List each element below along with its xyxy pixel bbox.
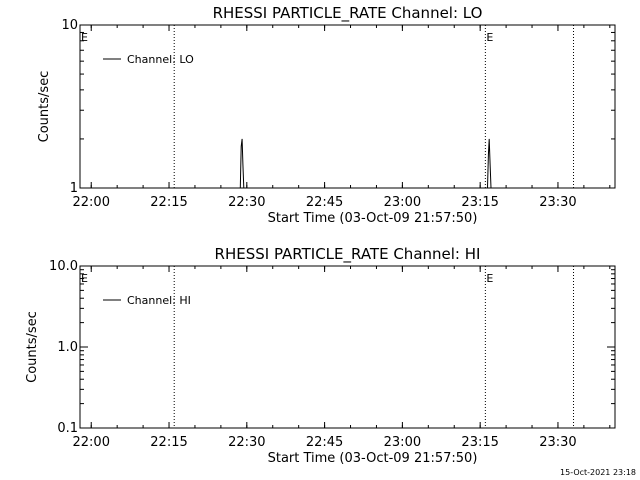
x-tick-label: 22:15 bbox=[150, 195, 187, 210]
x-tick-label: 23:00 bbox=[384, 195, 421, 210]
chart-title: RHESSI PARTICLE_RATE Channel: HI bbox=[215, 245, 481, 264]
event-marker-label: E bbox=[486, 272, 493, 285]
event-marker-label: E bbox=[81, 272, 88, 285]
x-axis-label: Start Time (03-Oct-09 21:57:50) bbox=[268, 451, 478, 466]
y-tick-label: 1.0 bbox=[57, 340, 78, 355]
y-axis-label: Counts/sec bbox=[25, 311, 40, 383]
legend-entry-lo: Channel: LO bbox=[127, 53, 194, 66]
x-tick-label: 22:45 bbox=[306, 435, 343, 450]
x-tick-label: 23:30 bbox=[539, 435, 576, 450]
x-tick-label: 23:30 bbox=[539, 195, 576, 210]
y-tick-label: 1 bbox=[70, 181, 78, 196]
event-marker-label: E bbox=[486, 31, 493, 44]
plot-frame bbox=[79, 265, 616, 429]
generation-timestamp: 15-Oct-2021 23:18 bbox=[560, 468, 636, 477]
x-axis-label: Start Time (03-Oct-09 21:57:50) bbox=[268, 211, 478, 226]
y-tick-label: 0.1 bbox=[57, 421, 78, 436]
y-axis-label: Counts/sec bbox=[37, 71, 52, 143]
chart-title: RHESSI PARTICLE_RATE Channel: LO bbox=[213, 4, 483, 23]
x-tick-label: 22:45 bbox=[306, 195, 343, 210]
x-tick-label: 22:00 bbox=[73, 195, 110, 210]
x-tick-label: 22:00 bbox=[73, 435, 110, 450]
x-tick-label: 22:30 bbox=[228, 195, 265, 210]
plot-frame bbox=[79, 24, 616, 189]
event-marker-label: E bbox=[81, 31, 88, 44]
y-tick-label: 10.0 bbox=[49, 259, 78, 274]
y-tick-label: 10 bbox=[61, 18, 78, 33]
chart-panel-hi: RHESSI PARTICLE_RATE Channel: HI 22:00 22:… bbox=[25, 245, 616, 466]
series-line-lo bbox=[239, 138, 492, 189]
x-tick-label: 23:15 bbox=[461, 435, 498, 450]
legend-entry-hi: Channel: HI bbox=[127, 294, 191, 307]
x-tick-label: 22:15 bbox=[150, 435, 187, 450]
x-tick-label: 23:15 bbox=[461, 195, 498, 210]
x-tick-label: 23:00 bbox=[384, 435, 421, 450]
x-tick-label: 22:30 bbox=[228, 435, 265, 450]
chart-panel-lo: RHESSI PARTICLE_RATE Channel: LO 22:00 22:… bbox=[37, 4, 616, 226]
